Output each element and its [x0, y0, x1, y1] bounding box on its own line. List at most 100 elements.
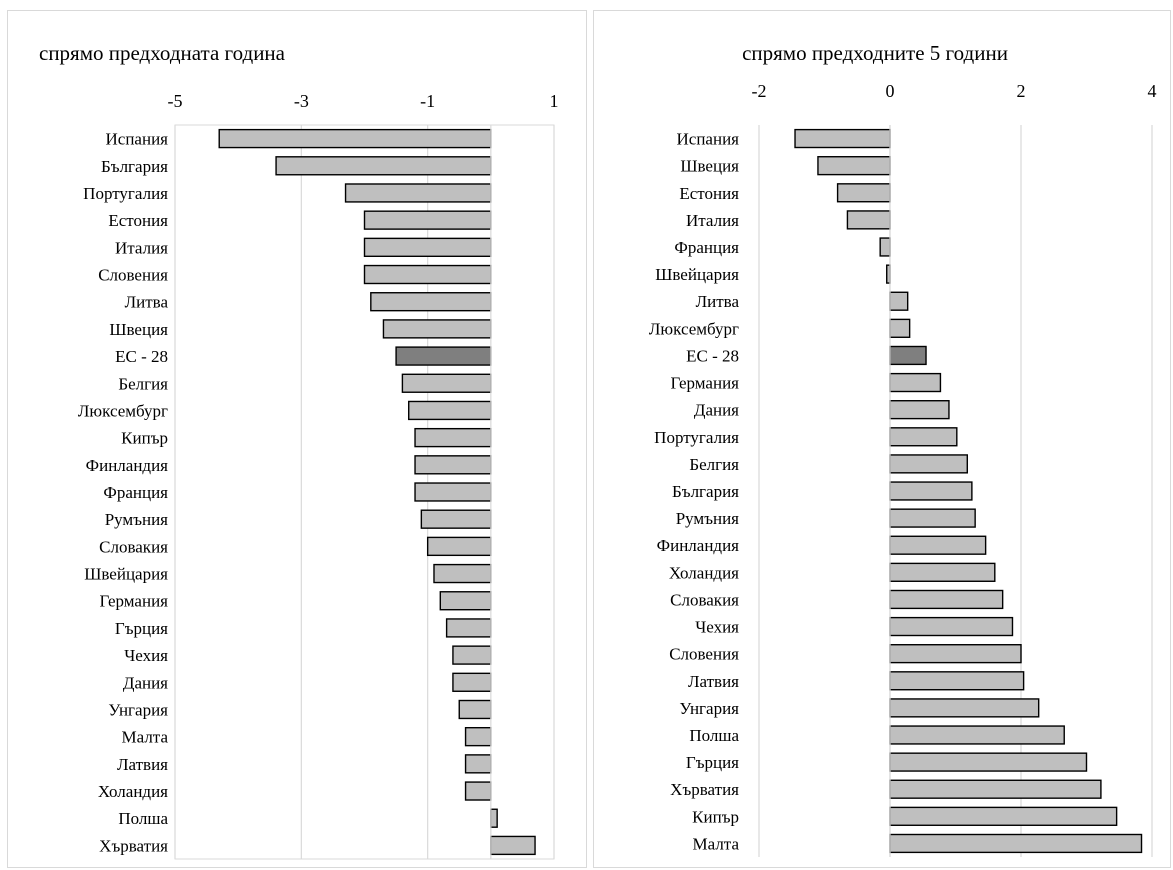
bar: [445, 618, 492, 638]
bar: [382, 319, 492, 339]
bar: [363, 264, 492, 285]
category-label: Швеция: [680, 157, 739, 176]
category-label: Словакия: [670, 590, 739, 609]
bar: [401, 373, 492, 393]
bar: [363, 237, 492, 258]
category-label: Кипър: [692, 807, 739, 826]
x-tick-label: 4: [1148, 81, 1157, 101]
x-tick-label: 2: [1017, 81, 1026, 101]
bar: [889, 454, 968, 474]
category-label: България: [672, 482, 739, 501]
bar: [879, 237, 891, 257]
bar: [889, 752, 1088, 772]
category-label: Латвия: [117, 755, 168, 774]
bar: [889, 372, 942, 393]
category-label: Испания: [677, 130, 740, 149]
category-label: ЕС - 28: [115, 347, 168, 366]
bar: [889, 589, 1004, 610]
chart-panel-five-years: спрямо предходните 5 години -2 0 2 4 Испания…: [593, 10, 1171, 868]
bar: [464, 754, 492, 774]
category-label: Люксембург: [649, 319, 739, 338]
category-label: Франция: [103, 483, 168, 502]
category-label: Белгия: [689, 455, 739, 474]
x-tick-label: -3: [294, 91, 309, 111]
bar-chart-year-over-year: спрямо предходната година -5 -3 -1 1 Испания…: [39, 41, 559, 860]
bar: [395, 346, 492, 366]
bar: [490, 808, 498, 828]
bar: [794, 128, 891, 149]
category-label: Дания: [694, 401, 739, 420]
bar: [426, 536, 492, 557]
bar: [433, 563, 492, 584]
bar: [218, 128, 492, 149]
category-label: Словения: [98, 266, 168, 285]
bar: [889, 508, 976, 528]
bar: [836, 183, 891, 203]
bar: [275, 156, 492, 176]
category-label: Люксембург: [78, 401, 168, 420]
bar: [889, 644, 1022, 664]
category-label: Унгария: [108, 700, 168, 719]
category-label: Хърватия: [99, 836, 168, 855]
category-label: Литва: [125, 293, 169, 312]
x-tick-label: 0: [886, 81, 895, 101]
category-label: Словения: [669, 645, 739, 664]
category-label: Португалия: [83, 184, 168, 203]
bar: [889, 725, 1065, 745]
x-tick-label: 1: [550, 91, 559, 111]
bar: [889, 806, 1118, 826]
plot-area-border: [174, 124, 555, 860]
category-label: Латвия: [688, 672, 739, 691]
category-label: Гърция: [115, 619, 168, 638]
bar: [817, 156, 891, 176]
category-label: Финландия: [86, 456, 168, 475]
bar: [414, 482, 492, 502]
bar: [889, 400, 950, 420]
chart-title: спрямо предходната година: [39, 41, 286, 65]
category-label: Швейцария: [655, 265, 739, 284]
category-label: Италия: [686, 211, 739, 230]
category-label: Германия: [670, 374, 739, 393]
category-label: Швеция: [109, 320, 168, 339]
x-tick-label: -2: [752, 81, 767, 101]
bar: [439, 591, 492, 611]
category-label: Португалия: [654, 428, 739, 447]
category-label: Полша: [689, 726, 739, 745]
bar: [889, 779, 1102, 799]
bar: [889, 562, 996, 582]
x-tick-label: -1: [420, 91, 435, 111]
bar: [889, 291, 909, 311]
category-label: Естония: [679, 184, 739, 203]
bar: [414, 455, 492, 475]
bar: [344, 183, 492, 203]
bar: [889, 427, 958, 447]
category-label: Германия: [99, 592, 168, 611]
bar: [889, 616, 1014, 637]
category-label: Холандия: [669, 563, 739, 582]
category-label: ЕС - 28: [686, 346, 739, 365]
bar: [370, 292, 492, 312]
bar: [414, 427, 492, 448]
category-label: Словакия: [99, 537, 168, 556]
category-label: Кипър: [121, 429, 168, 448]
bar: [490, 835, 536, 856]
bar: [889, 345, 927, 366]
category-label: България: [101, 157, 168, 176]
category-label: Румъния: [676, 509, 739, 528]
bar: [464, 726, 492, 747]
category-label: Естония: [108, 211, 168, 230]
x-tick-label: -5: [168, 91, 183, 111]
bar: [889, 833, 1143, 854]
category-label: Финландия: [657, 536, 739, 555]
bar: [464, 781, 492, 801]
category-label: Малта: [122, 728, 169, 747]
category-label: Хърватия: [670, 780, 739, 799]
category-label: Франция: [674, 238, 739, 257]
chart-panel-year-over-year: спрямо предходната година -5 -3 -1 1 Испания…: [7, 10, 587, 868]
category-label: Гърция: [686, 753, 739, 772]
bar: [889, 481, 973, 501]
bar: [889, 318, 911, 338]
bar: [408, 400, 492, 421]
category-label: Испания: [106, 130, 169, 149]
category-label: Чехия: [695, 618, 739, 637]
